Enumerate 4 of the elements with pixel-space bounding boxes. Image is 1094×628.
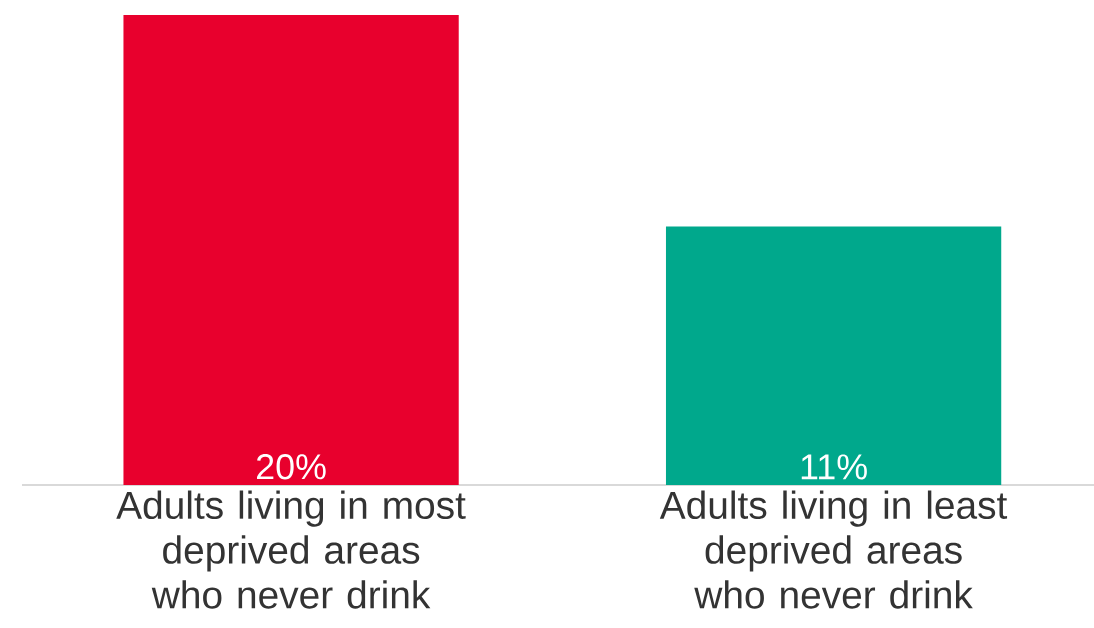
data-label: 11% bbox=[801, 454, 867, 480]
x-tick-label: Adults living in least deprived areas who never drink bbox=[659, 490, 1008, 609]
data-label: 20% bbox=[257, 454, 326, 480]
x-tick-label: Adults living in most deprived areas who never drink bbox=[116, 490, 466, 609]
